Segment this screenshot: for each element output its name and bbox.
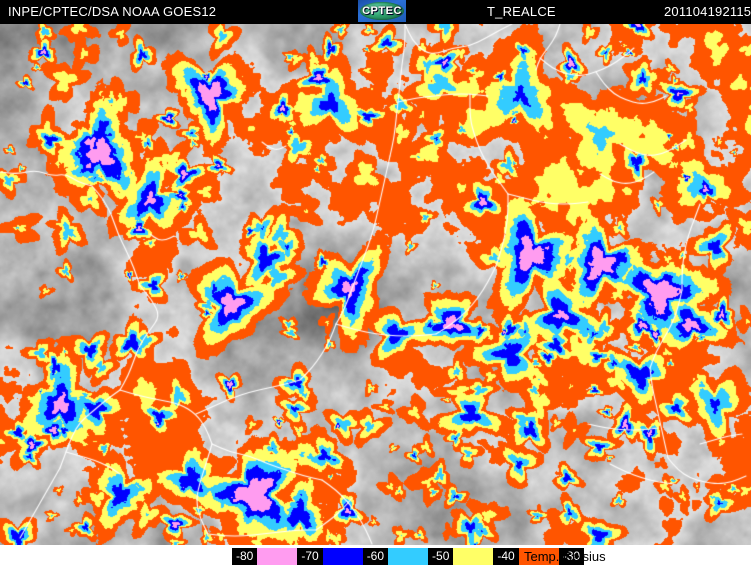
legend-tick-label: -40 [493, 548, 519, 565]
legend-swatch [518, 548, 559, 565]
cptec-logo-ellipse [360, 2, 404, 20]
legend-swatch [453, 548, 494, 565]
header-product-label: T_REALCE [487, 4, 556, 19]
cptec-logo-text: CPTEC [362, 5, 402, 17]
legend-tick-label: -30 [558, 548, 585, 565]
header-timestamp: 201104192115 [664, 4, 751, 19]
legend-tick-label: -60 [362, 548, 389, 565]
legend-tick-label: -50 [428, 548, 454, 565]
legend-swatch [322, 548, 363, 565]
satellite-image [0, 24, 751, 545]
legend-swatch [257, 548, 298, 565]
legend-tick-label: -70 [297, 548, 323, 565]
legend: -80 -70 -60 -50 -40 -30 Temp. Celsius [0, 545, 751, 568]
cptec-logo: CPTEC [358, 0, 406, 22]
legend-swatch [388, 548, 429, 565]
legend-color-bar: -80 -70 -60 -50 -40 -30 [232, 548, 585, 565]
legend-tick-label: -80 [232, 548, 258, 565]
satellite-canvas [0, 24, 751, 545]
header-bar: INPE/CPTEC/DSA NOAA GOES12 CPTEC T_REALC… [0, 0, 751, 24]
header-source-label: INPE/CPTEC/DSA NOAA GOES12 [8, 4, 217, 19]
legend-units-label: Temp. Celsius [524, 549, 606, 564]
